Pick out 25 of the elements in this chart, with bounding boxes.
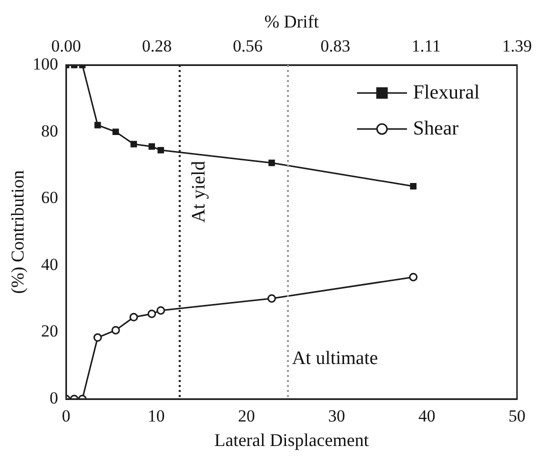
y-tick-label: 60 bbox=[41, 188, 58, 208]
x2-tick-label: 1.39 bbox=[502, 36, 532, 56]
x2-tick-label: 0.83 bbox=[320, 36, 350, 56]
x-tick-label: 40 bbox=[418, 406, 436, 426]
x2-tick-label: 0.00 bbox=[51, 36, 81, 56]
legend-label: Flexural bbox=[413, 81, 480, 104]
x2-tick-label: 0.56 bbox=[232, 36, 263, 56]
y-tick-label: 100 bbox=[32, 54, 58, 74]
y-tick-label: 80 bbox=[41, 121, 58, 140]
x2-tick-label: 0.28 bbox=[142, 36, 172, 56]
x-tick-label: 20 bbox=[238, 406, 255, 426]
x2-tick-label: 1.11 bbox=[412, 36, 441, 56]
legend-label: Shear bbox=[413, 117, 459, 140]
y-tick-label: 20 bbox=[41, 322, 58, 341]
x-tick-label: 10 bbox=[148, 406, 165, 426]
x-tick-label: 0 bbox=[62, 406, 70, 426]
x-tick-label: 50 bbox=[508, 406, 526, 426]
x2-axis-title: % Drift bbox=[264, 12, 319, 32]
x-axis-title: Lateral Displacement bbox=[214, 430, 369, 450]
y-axis-title: (%) Contribution bbox=[8, 170, 28, 294]
x-tick-label: 30 bbox=[328, 406, 346, 426]
y-tick-label: 0 bbox=[50, 388, 58, 408]
ref-line-label: At ultimate bbox=[292, 348, 378, 369]
y-tick-label: 40 bbox=[41, 254, 58, 274]
ref-line-label: At yield bbox=[188, 160, 210, 223]
